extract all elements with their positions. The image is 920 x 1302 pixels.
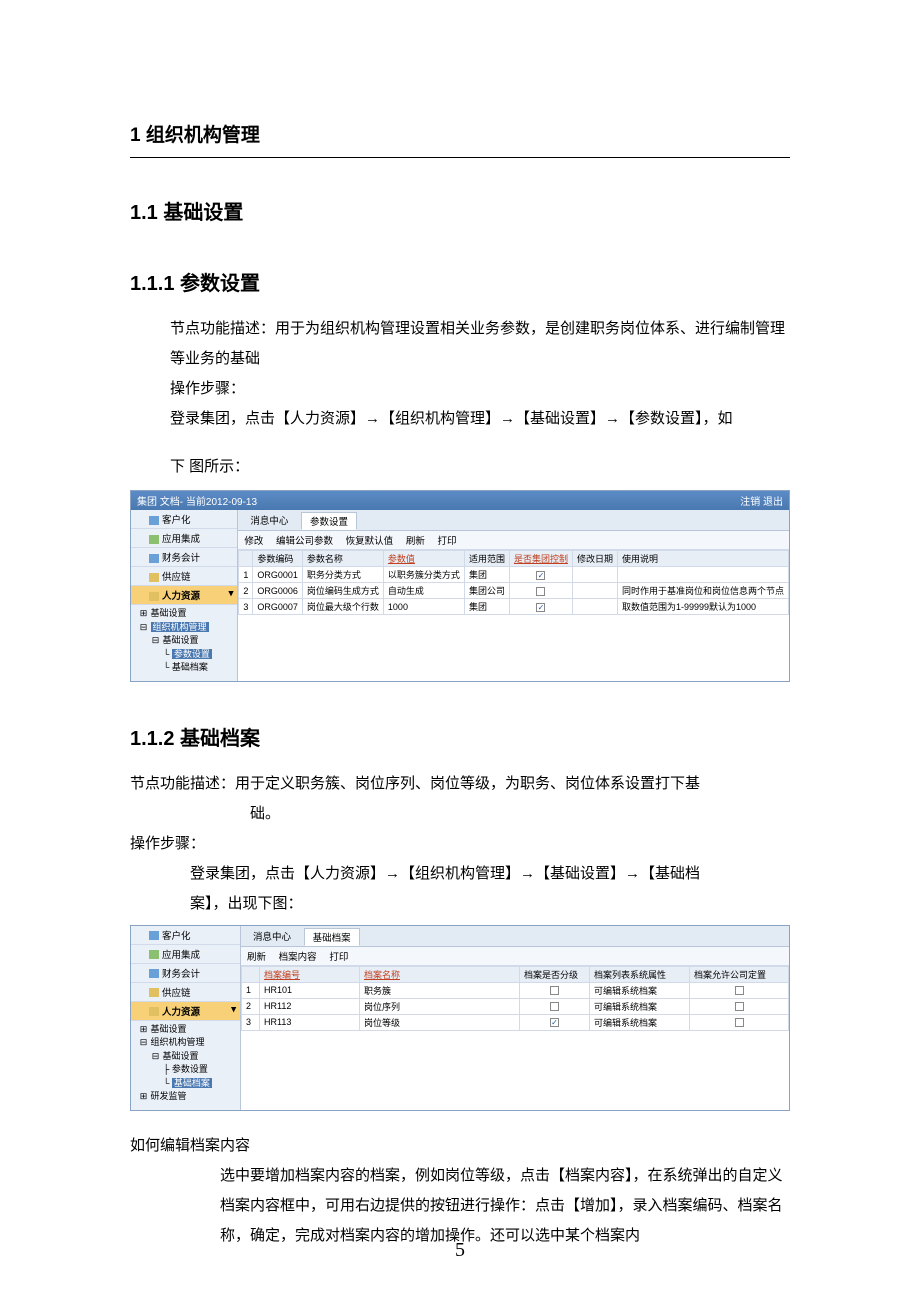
archive-table: 档案编号 档案名称 档案是否分级 档案列表系统属性 档案允许公司定置 1HR10… <box>241 966 789 1031</box>
screenshot-base-archive: 客户化 应用集成 财务会计 供应链 人力资源▾ ⊞ 基础设置 ⊟ 组织机构管理 … <box>130 925 790 1111</box>
sidebar-item-finance[interactable]: 财务会计 <box>131 964 240 983</box>
table-row[interactable]: 2HR112岗位序列可编辑系统档案 <box>242 998 789 1014</box>
param-table: 参数编码 参数名称 参数值 适用范围 是否集团控制 修改日期 使用说明 1ORG… <box>238 550 789 615</box>
th-arch-name: 档案名称 <box>360 966 520 982</box>
toolbar-edit[interactable]: 修改 <box>244 536 263 547</box>
tab-message-center[interactable]: 消息中心 <box>245 928 299 944</box>
th-num <box>239 551 253 567</box>
tab-bar-2: 消息中心 基础档案 <box>241 926 789 947</box>
tab-param-settings[interactable]: 参数设置 <box>301 512 357 530</box>
table-row[interactable]: 1HR101职务簇可编辑系统档案 <box>242 982 789 998</box>
toolbar-print[interactable]: 打印 <box>437 536 456 547</box>
paragraph-desc-111: 节点功能描述：用于为组织机构管理设置相关业务参数，是创建职务岗位体系、进行编制管… <box>170 314 790 374</box>
toolbar-2: 刷新 档案内容 打印 <box>241 947 789 966</box>
main-content: 消息中心 参数设置 修改 编辑公司参数 恢复默认值 刷新 打印 参数编码 参数名… <box>238 510 789 681</box>
toolbar-archive-content[interactable]: 档案内容 <box>279 952 317 963</box>
subheading-how-edit: 如何编辑档案内容 <box>130 1131 790 1161</box>
sidebar-item-supply[interactable]: 供应链 <box>131 567 237 586</box>
tree-leaf-archive[interactable]: 基础档案 <box>172 662 208 672</box>
paragraph-how-edit: 选中要增加档案内容的档案，例如岗位等级，点击【档案内容】，在系统弹出的自定义档案… <box>220 1161 790 1251</box>
table-row[interactable]: 2ORG0006岗位编码生成方式自动生成集团公司同时作用于基准岗位和岗位信息两个… <box>239 583 789 599</box>
sidebar-item-hr[interactable]: 人力资源▾ <box>131 1002 240 1021</box>
th-value: 参数值 <box>383 551 464 567</box>
th-group-ctrl: 是否集团控制 <box>509 551 572 567</box>
tree-leaf-param[interactable]: 参数设置 <box>172 649 212 659</box>
toolbar: 修改 编辑公司参数 恢复默认值 刷新 打印 <box>238 531 789 550</box>
toolbar-edit-company[interactable]: 编辑公司参数 <box>276 536 333 547</box>
tab-message-center[interactable]: 消息中心 <box>242 512 296 528</box>
sidebar-tree-2: ⊞ 基础设置 ⊟ 组织机构管理 ⊟ 基础设置 ├ 参数设置 └ 基础档案 ⊞ 研… <box>131 1021 240 1110</box>
sidebar-item-hr[interactable]: 人力资源▾ <box>131 586 237 605</box>
table-row[interactable]: 3HR113岗位等级✓可编辑系统档案 <box>242 1014 789 1030</box>
paragraph-step-112b: 案】，出现下图： <box>190 889 790 919</box>
toolbar-restore[interactable]: 恢复默认值 <box>346 536 394 547</box>
th-note: 使用说明 <box>617 551 788 567</box>
sidebar: 客户化 应用集成 财务会计 供应链 人力资源▾ ⊞ 基础设置 ⊟ 组织机构管理 … <box>131 510 238 681</box>
sidebar-item-customize[interactable]: 客户化 <box>131 510 237 529</box>
window-titlebar: 集团 文档- 当前2012-09-13 注销 退出 <box>131 491 789 510</box>
label-steps: 操作步骤： <box>170 374 790 404</box>
tree-node-rd[interactable]: 研发监管 <box>151 1091 187 1101</box>
table-row[interactable]: 1ORG0001职务分类方式以职务簇分类方式集团✓ <box>239 567 789 583</box>
th-arch-code: 档案编号 <box>260 966 360 982</box>
th-date: 修改日期 <box>572 551 617 567</box>
page-number: 5 <box>0 1239 920 1262</box>
toolbar-refresh[interactable]: 刷新 <box>247 952 266 963</box>
tree-node[interactable]: 基础设置 <box>151 1024 187 1034</box>
sidebar-item-finance[interactable]: 财务会计 <box>131 548 237 567</box>
sidebar-2: 客户化 应用集成 财务会计 供应链 人力资源▾ ⊞ 基础设置 ⊟ 组织机构管理 … <box>131 926 241 1110</box>
tree-node-org[interactable]: 组织机构管理 <box>151 1037 205 1047</box>
window-actions[interactable]: 注销 退出 <box>740 493 783 508</box>
sidebar-tree: ⊞ 基础设置 ⊟ 组织机构管理 ⊟ 基础设置 └ 参数设置 └ 基础档案 <box>131 605 237 681</box>
tree-leaf-param[interactable]: 参数设置 <box>172 1064 208 1074</box>
th-name: 参数名称 <box>302 551 383 567</box>
tree-node[interactable]: 基础设置 <box>151 608 187 618</box>
th-attr: 档案列表系统属性 <box>590 966 690 982</box>
paragraph-step-112a: 登录集团，点击【人力资源】→【组织机构管理】→【基础设置】→【基础档 <box>190 859 790 889</box>
sidebar-item-customize[interactable]: 客户化 <box>131 926 240 945</box>
paragraph-desc-112b: 础。 <box>250 799 790 829</box>
tree-node-org[interactable]: 组织机构管理 <box>151 622 209 632</box>
tab-base-archive[interactable]: 基础档案 <box>304 928 360 946</box>
window-title: 集团 文档- 当前2012-09-13 <box>137 493 257 508</box>
tree-node-base[interactable]: 基础设置 <box>163 635 199 645</box>
th-level: 档案是否分级 <box>520 966 590 982</box>
th-code: 参数编码 <box>253 551 303 567</box>
heading-1-1: 1.1 基础设置 <box>130 196 790 225</box>
main-content-2: 消息中心 基础档案 刷新 档案内容 打印 档案编号 档案名称 档案是否分级 档案… <box>241 926 789 1110</box>
divider <box>130 157 790 158</box>
sidebar-item-app-integration[interactable]: 应用集成 <box>131 945 240 964</box>
th-num <box>242 966 260 982</box>
table-row[interactable]: 3ORG0007岗位最大级个行数1000集团✓取数值范围为1-99999默认为1… <box>239 599 789 615</box>
tree-node-base[interactable]: 基础设置 <box>163 1051 199 1061</box>
th-allow: 档案允许公司定置 <box>690 966 789 982</box>
toolbar-refresh[interactable]: 刷新 <box>406 536 425 547</box>
paragraph-desc-112a: 节点功能描述：用于定义职务簇、岗位序列、岗位等级，为职务、岗位体系设置打下基 <box>130 769 790 799</box>
label-steps-112: 操作步骤： <box>130 829 790 859</box>
heading-1: 1 组织机构管理 <box>130 120 790 147</box>
sidebar-item-supply[interactable]: 供应链 <box>131 983 240 1002</box>
tree-leaf-archive[interactable]: 基础档案 <box>172 1078 212 1088</box>
toolbar-print[interactable]: 打印 <box>329 952 348 963</box>
paragraph-step-111b: 下 图所示： <box>170 452 790 482</box>
screenshot-param-settings: 集团 文档- 当前2012-09-13 注销 退出 客户化 应用集成 财务会计 … <box>130 490 790 682</box>
tab-bar: 消息中心 参数设置 <box>238 510 789 531</box>
paragraph-step-111a: 登录集团，点击【人力资源】→【组织机构管理】→【基础设置】→【参数设置】，如 <box>170 404 790 434</box>
heading-1-1-1: 1.1.1 参数设置 <box>130 267 790 296</box>
heading-1-1-2: 1.1.2 基础档案 <box>130 722 790 751</box>
sidebar-item-app-integration[interactable]: 应用集成 <box>131 529 237 548</box>
th-scope: 适用范围 <box>464 551 509 567</box>
